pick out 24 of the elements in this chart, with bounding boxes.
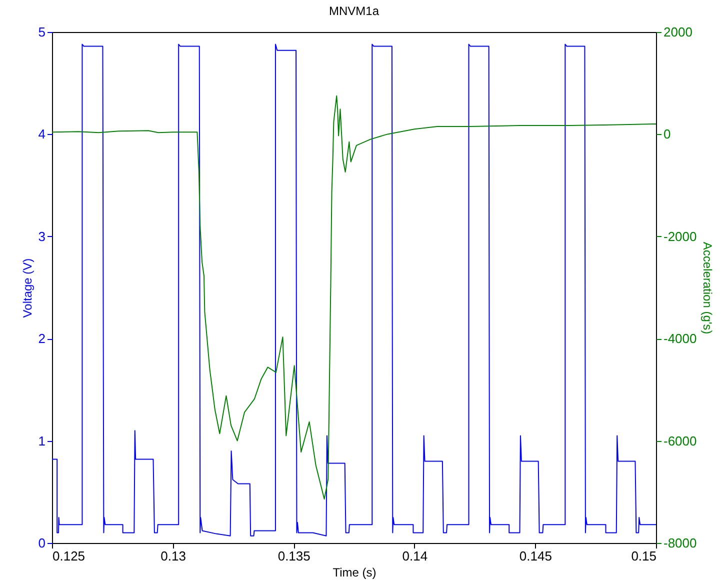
x-tick-label: 0.13 xyxy=(160,548,186,564)
x-axis-title: Time (s) xyxy=(332,566,376,580)
y2-tick-label: -8000 xyxy=(664,536,697,550)
y-tick-label: 3 xyxy=(38,228,46,244)
y-tick-label: 5 xyxy=(38,24,46,40)
y-tick-label: 0 xyxy=(38,536,46,550)
x-tick-label: 0.15 xyxy=(631,548,656,564)
line-series xyxy=(52,44,656,536)
y2-tick-label: 2000 xyxy=(664,24,692,40)
y2-axis-title: Acceleration (g's) xyxy=(700,242,715,334)
x-tick-label: 0.135 xyxy=(278,548,310,564)
x-tick-label: 0.14 xyxy=(402,548,428,564)
x-tick-label: 0.145 xyxy=(519,548,552,564)
y-tick-label: 4 xyxy=(38,126,46,142)
y2-tick-label: -6000 xyxy=(664,433,697,448)
x-tick-label: 0.125 xyxy=(52,548,86,564)
y-tick-label: 2 xyxy=(38,331,46,346)
y-axis-title: Voltage (V) xyxy=(20,258,34,318)
chart-title: MNVM1a xyxy=(328,4,380,18)
y-tick-label: 1 xyxy=(38,433,46,448)
y2-tick-label: -2000 xyxy=(664,228,697,244)
y2-tick-label: -4000 xyxy=(664,331,697,346)
y2-tick-label: 0 xyxy=(664,126,671,142)
line-series xyxy=(52,95,656,500)
